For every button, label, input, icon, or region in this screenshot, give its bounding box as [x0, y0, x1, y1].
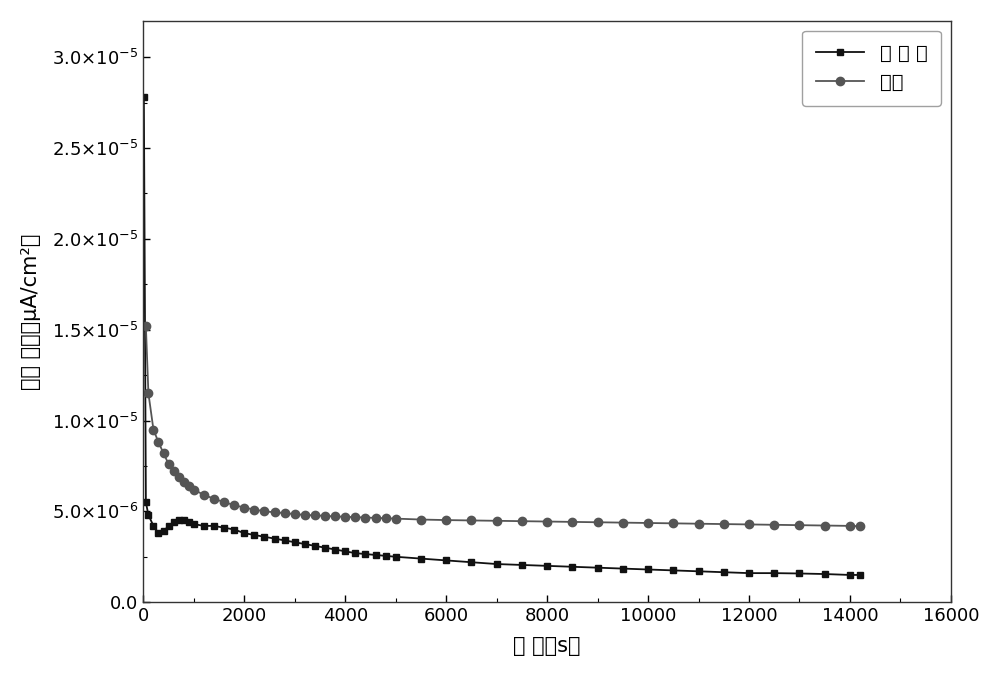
基底	[309, 511, 321, 519]
基底	[718, 520, 730, 528]
基底	[279, 509, 291, 517]
本 发 明	[844, 571, 856, 579]
基底	[248, 506, 260, 514]
基底	[380, 515, 392, 523]
基底	[516, 517, 528, 525]
基底	[844, 522, 856, 530]
基底	[158, 449, 170, 457]
基底	[142, 389, 154, 397]
基底	[349, 513, 361, 521]
基底	[173, 473, 185, 481]
基底	[465, 517, 477, 525]
基底	[793, 521, 805, 529]
基底	[258, 507, 270, 515]
基底	[183, 482, 195, 490]
基底	[168, 467, 180, 475]
基底	[238, 504, 250, 512]
基底	[370, 514, 382, 522]
基底	[152, 438, 164, 446]
基底	[693, 520, 705, 528]
本 发 明	[440, 556, 452, 565]
本 发 明	[854, 571, 866, 579]
本 发 明	[228, 525, 240, 533]
Line: 基底: 基底	[142, 322, 864, 530]
基底	[592, 518, 604, 526]
基底	[491, 517, 503, 525]
基底	[339, 512, 351, 521]
基底	[617, 519, 629, 527]
基底	[566, 518, 578, 526]
本 发 明	[516, 561, 528, 569]
Legend: 本 发 明, 基底: 本 发 明, 基底	[802, 30, 941, 106]
基底	[359, 513, 371, 521]
基底	[178, 478, 190, 486]
基底	[299, 511, 311, 519]
基底	[667, 519, 679, 527]
基底	[329, 512, 341, 521]
基底	[163, 460, 175, 468]
基底	[188, 485, 200, 494]
基底	[390, 515, 402, 523]
基底	[768, 521, 780, 529]
本 发 明	[238, 529, 250, 538]
基底	[208, 495, 220, 503]
基底	[289, 510, 301, 518]
基底	[269, 508, 281, 517]
基底	[541, 517, 553, 525]
Line: 本 发 明: 本 发 明	[140, 93, 864, 578]
基底	[319, 512, 331, 520]
基底	[415, 515, 427, 523]
基底	[819, 521, 831, 529]
基底	[218, 498, 230, 506]
本 发 明	[819, 570, 831, 578]
基底	[198, 491, 210, 499]
基底	[228, 501, 240, 509]
Y-axis label: 电流 密度（μA/cm²）: 电流 密度（μA/cm²）	[21, 234, 41, 390]
基底	[147, 426, 159, 434]
基底	[743, 521, 755, 529]
X-axis label: 时 间（s）: 时 间（s）	[513, 636, 581, 656]
基底	[440, 516, 452, 524]
本 发 明	[138, 93, 150, 101]
基底	[854, 522, 866, 530]
基底	[642, 519, 654, 527]
本 发 明	[188, 520, 200, 528]
基底	[140, 322, 152, 330]
